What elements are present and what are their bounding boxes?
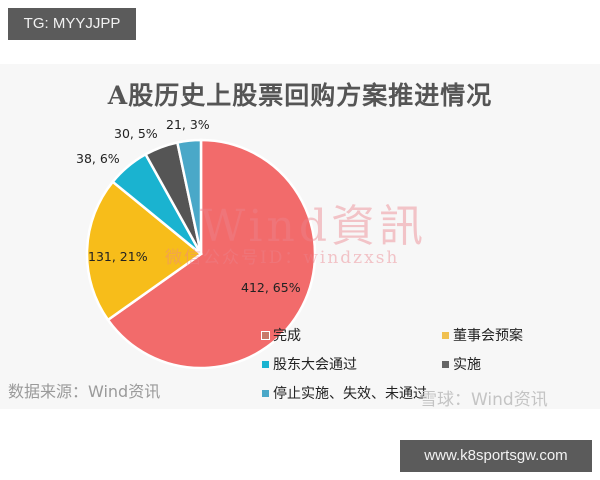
legend-item-shareholder: 股东大会通过 bbox=[262, 354, 357, 374]
legend-swatch-icon bbox=[262, 360, 269, 368]
legend-item-board: 董事会预案 bbox=[442, 325, 523, 345]
pie-slice-stopped bbox=[175, 138, 203, 255]
tg-tag: TG: MYYJJPP bbox=[8, 8, 136, 40]
legend-label: 实施 bbox=[453, 357, 481, 373]
legend-label: 完成 bbox=[273, 328, 301, 344]
legend-item-implementing: 实施 bbox=[442, 354, 481, 374]
data-label-shareholder: 38, 6% bbox=[76, 151, 120, 166]
chart-title: A股历史上股票回购方案推进情况 bbox=[107, 81, 493, 110]
data-label-implementing: 30, 5% bbox=[114, 126, 158, 141]
site-tag: www.k8sportsgw.com bbox=[400, 440, 592, 472]
data-label-completed: 412, 65% bbox=[241, 280, 301, 295]
legend-swatch-icon bbox=[442, 360, 449, 368]
pie-slice-completed bbox=[106, 138, 317, 370]
wechat-watermark: 微信公众号ID：windzxsh bbox=[165, 248, 400, 268]
legend-label: 股东大会通过 bbox=[273, 357, 357, 373]
legend-item-stopped: 停止实施、失效、未通过 bbox=[262, 383, 427, 403]
data-label-board: 131, 21% bbox=[88, 249, 148, 264]
wind-watermark: Wind資訊 bbox=[200, 201, 428, 252]
legend-label: 停止实施、失效、未通过 bbox=[273, 386, 427, 402]
legend-item-completed: 完成 bbox=[261, 325, 301, 345]
data-label-stopped: 21, 3% bbox=[166, 117, 210, 132]
data-source: 数据来源：Wind资讯 bbox=[8, 382, 161, 401]
pie-slice-board bbox=[85, 180, 204, 322]
xueqiu-watermark: 雪球：Wind资讯 bbox=[420, 390, 548, 410]
legend-swatch-icon bbox=[262, 389, 269, 397]
legend-label: 董事会预案 bbox=[453, 328, 523, 344]
legend-swatch-icon bbox=[261, 330, 270, 340]
legend-swatch-icon bbox=[442, 331, 449, 339]
